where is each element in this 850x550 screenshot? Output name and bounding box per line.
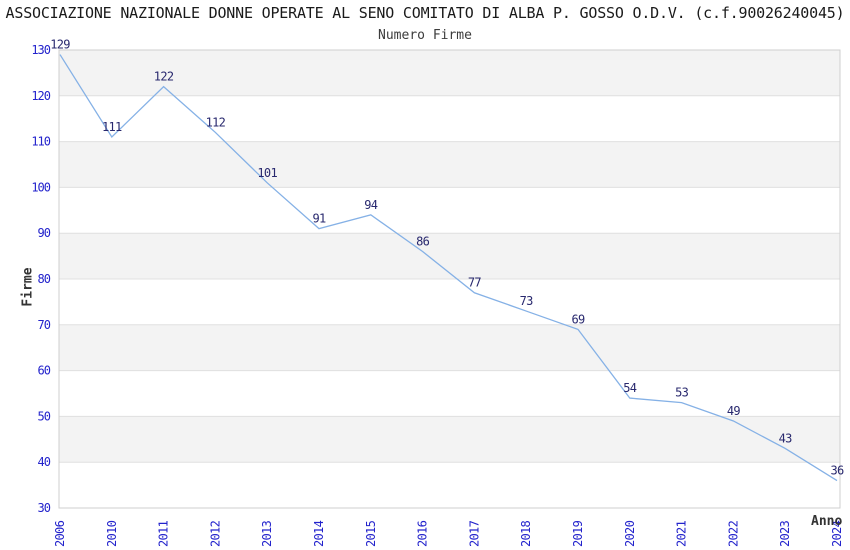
x-tick-label: 2010 [105, 520, 119, 547]
y-tick-label: 30 [38, 501, 51, 515]
x-tick-label: 2024 [830, 520, 844, 547]
data-label: 49 [727, 404, 741, 418]
data-label: 112 [206, 115, 226, 129]
plot-border [58, 49, 841, 509]
y-tick-label: 60 [38, 364, 51, 378]
data-label: 129 [50, 38, 70, 52]
data-label: 73 [520, 294, 534, 308]
x-tick-label: 2016 [416, 520, 430, 547]
data-label: 122 [154, 70, 174, 84]
y-tick-label: 80 [38, 272, 51, 286]
grid-band [59, 416, 840, 463]
data-label: 86 [416, 235, 430, 249]
x-tick-label: 2013 [260, 520, 274, 547]
grid-band [59, 141, 840, 188]
grid-band [59, 233, 840, 279]
y-tick-label: 50 [38, 409, 51, 423]
data-label: 94 [364, 198, 378, 212]
x-tick-label: 2017 [467, 520, 481, 547]
chart-title: ASSOCIAZIONE NAZIONALE DONNE OPERATE AL … [5, 4, 845, 22]
x-tick-label: 2018 [519, 520, 533, 547]
x-tick-label: 2006 [53, 520, 67, 547]
x-tick-label: 2015 [364, 520, 378, 547]
x-tick-label: 2012 [208, 520, 222, 547]
y-tick-label: 110 [31, 135, 50, 149]
x-tick-label: 2019 [571, 520, 585, 547]
x-tick-label: 2011 [157, 520, 171, 547]
data-label: 36 [830, 464, 844, 478]
data-label: 53 [675, 386, 689, 400]
x-tick-label: 2022 [726, 520, 740, 547]
x-axis-title: Anno [811, 514, 843, 529]
data-label: 54 [623, 381, 637, 395]
x-tick-label: 2014 [312, 520, 326, 547]
data-label: 111 [102, 120, 122, 134]
grid-band [59, 324, 840, 371]
data-label: 77 [468, 276, 482, 290]
data-label: 91 [312, 212, 326, 226]
x-tick-label: 2023 [778, 520, 792, 547]
grid-band [59, 50, 840, 96]
chart-subtitle: Numero Firme [378, 28, 472, 43]
y-tick-label: 90 [38, 226, 51, 240]
data-line [59, 54, 838, 482]
x-tick-label: 2020 [623, 520, 637, 547]
y-tick-label: 40 [38, 455, 51, 469]
x-tick-label: 2021 [675, 520, 689, 547]
y-axis-title: Firme [20, 267, 36, 307]
data-label: 101 [257, 166, 277, 180]
data-label: 69 [571, 312, 585, 326]
y-tick-label: 100 [31, 180, 50, 194]
y-tick-label: 120 [31, 89, 50, 103]
y-tick-label: 130 [31, 43, 50, 57]
data-label: 43 [779, 431, 793, 445]
y-tick-label: 70 [38, 318, 51, 332]
